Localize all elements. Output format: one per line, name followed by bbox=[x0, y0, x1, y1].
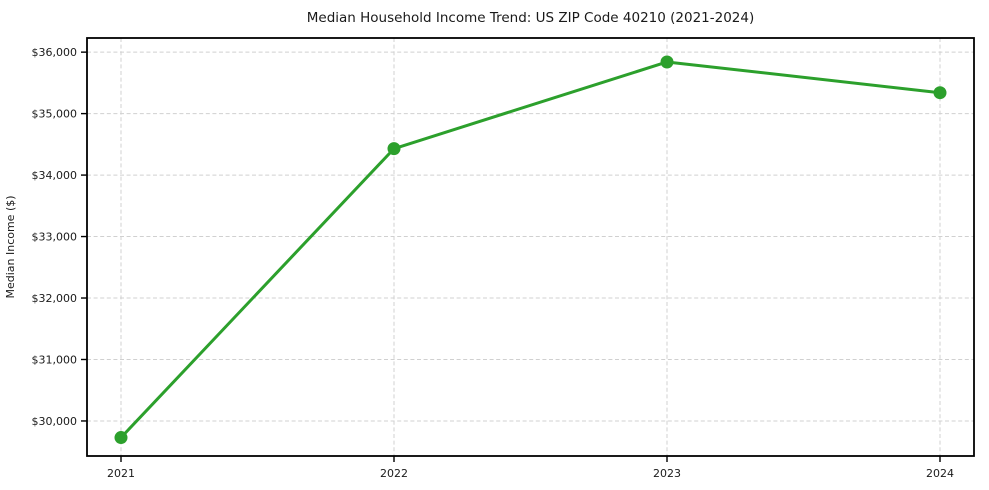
income-trend-line bbox=[119, 60, 942, 440]
plot-border bbox=[86, 37, 975, 457]
x-tick-label: 2024 bbox=[926, 467, 954, 480]
y-tick-label: $32,000 bbox=[32, 292, 78, 305]
data-point-2022 bbox=[387, 142, 401, 156]
y-tick-label: $34,000 bbox=[32, 169, 78, 182]
y-axis-label: Median Income ($) bbox=[4, 195, 17, 298]
y-tick-label: $33,000 bbox=[32, 231, 78, 244]
chart-plot-area: $30,000 $31,000 $32,000 $33,000 $34,000 $35,0… bbox=[32, 37, 975, 480]
x-tick-label: 2022 bbox=[380, 467, 408, 480]
data-point-2024 bbox=[933, 86, 947, 100]
data-point-2021 bbox=[114, 431, 128, 445]
y-tick-label: $35,000 bbox=[32, 108, 78, 121]
x-tick-label: 2021 bbox=[107, 467, 135, 480]
data-point-2023 bbox=[660, 55, 674, 69]
chart-title: Median Household Income Trend: US ZIP Co… bbox=[307, 10, 755, 26]
y-tick-label: $31,000 bbox=[32, 353, 78, 366]
y-tick-label: $36,000 bbox=[32, 46, 78, 59]
y-tick-label: $30,000 bbox=[32, 415, 78, 428]
x-tick-label: 2023 bbox=[653, 467, 681, 480]
